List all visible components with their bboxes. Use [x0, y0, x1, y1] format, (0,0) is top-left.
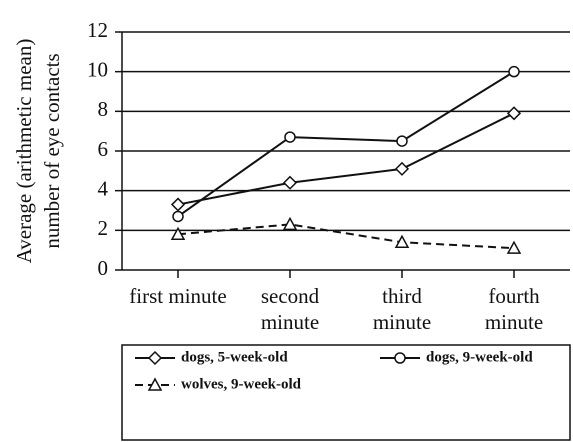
marker	[170, 197, 186, 212]
series-line	[177, 223, 515, 250]
y-axis-label-line: Average (arithmetic mean)	[12, 39, 36, 264]
y-axis-label: Average (arithmetic mean) number of eye c…	[12, 39, 64, 264]
y-tick-label: 4	[98, 176, 109, 200]
marker	[394, 352, 406, 364]
series-line	[177, 70, 515, 218]
y-tick-label: 8	[98, 97, 109, 121]
legend-label: dogs, 5-week-old	[181, 349, 288, 365]
marker	[506, 240, 522, 254]
x-tick-label: third minute	[372, 284, 432, 334]
marker	[147, 350, 163, 366]
marker	[172, 210, 184, 223]
y-tick-label: 6	[98, 137, 109, 161]
marker	[506, 106, 522, 121]
x-tick-label: first minute	[129, 284, 227, 308]
y-tick-label: 2	[98, 216, 109, 240]
marker	[396, 135, 408, 147]
marker	[147, 377, 163, 391]
x-tick-label: fourth minute	[484, 284, 544, 334]
marker	[282, 216, 298, 231]
marker	[394, 234, 410, 248]
marker	[394, 161, 410, 176]
marker	[508, 65, 520, 78]
legend-box	[121, 344, 571, 441]
x-tick-label: second minute	[260, 284, 320, 334]
marker	[284, 131, 296, 143]
y-tick-label: 0	[98, 256, 109, 280]
y-tick-label: 12	[87, 18, 108, 42]
legend-label: dogs, 9-week-old	[426, 349, 533, 365]
y-axis-label-line: number of eye contacts	[40, 53, 64, 248]
legend-label: wolves, 9-week-old	[181, 376, 302, 392]
marker	[170, 226, 186, 241]
series-line	[177, 112, 515, 206]
marker	[282, 175, 298, 190]
y-tick-label: 10	[87, 57, 108, 81]
